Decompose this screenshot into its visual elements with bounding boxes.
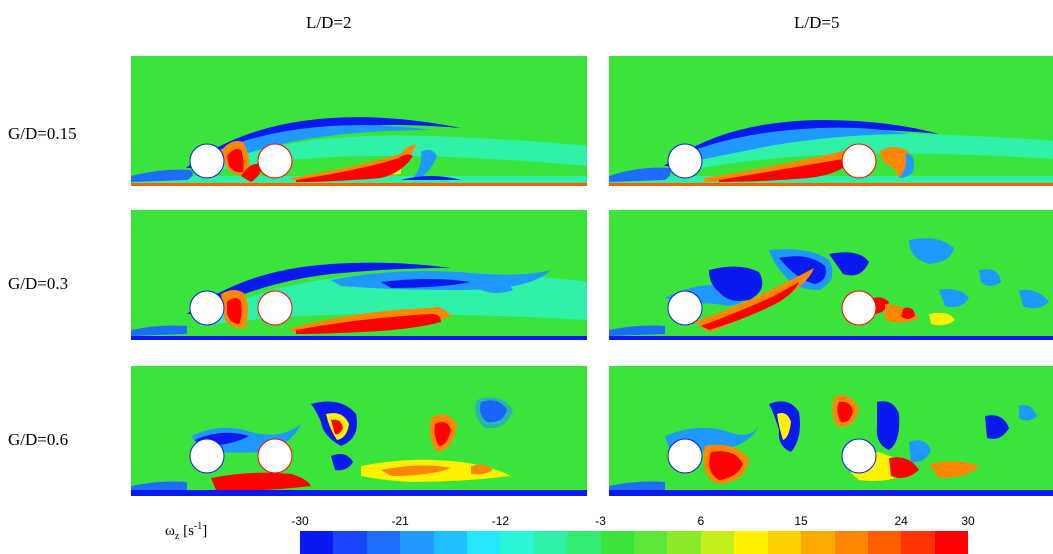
- row-label-gd03: G/D=0.3: [8, 274, 69, 293]
- colorbar-swatch: [333, 531, 367, 554]
- vorticity-panel-ld5-gd015: [609, 56, 1053, 186]
- colorbar-swatch: [500, 531, 534, 554]
- colorbar-swatch: [467, 531, 501, 554]
- colorbar-swatch: [366, 531, 401, 554]
- colorbar: [300, 531, 969, 554]
- colorbar-swatch: [867, 531, 902, 554]
- row-label-gd06: G/D=0.6: [8, 430, 69, 449]
- colorbar-swatch: [734, 531, 768, 554]
- colorbar-swatch: [700, 531, 735, 554]
- colorbar-swatch: [533, 531, 568, 554]
- colorbar-tick-label: -21: [391, 514, 409, 528]
- colorbar-label-unit-superscript: -1: [193, 521, 203, 532]
- colorbar-swatch: [767, 531, 802, 554]
- colorbar-tick-label: -12: [491, 514, 510, 528]
- colorbar-swatch: [433, 531, 468, 554]
- colorbar-swatch: [300, 531, 334, 554]
- vorticity-panel-ld5-gd03: [609, 210, 1053, 340]
- colorbar-swatch: [934, 531, 969, 554]
- colorbar-swatch: [667, 531, 701, 554]
- colorbar-swatch: [801, 531, 835, 554]
- colorbar-tick-label: -30: [291, 514, 309, 528]
- vorticity-panel-ld5-gd06: [609, 366, 1053, 496]
- vorticity-panel-ld2-gd03: [131, 210, 587, 340]
- colorbar-label-subscript: z: [174, 531, 180, 542]
- colorbar-tick-label: -3: [595, 514, 606, 528]
- column-title-ld2: L/D=2: [306, 13, 352, 32]
- colorbar-label-main: ω: [165, 523, 175, 539]
- column-title-ld5: L/D=5: [794, 13, 840, 32]
- colorbar-tick-label: 15: [794, 514, 808, 528]
- colorbar-label-unit-post: ]: [202, 523, 208, 539]
- colorbar-swatch: [901, 531, 935, 554]
- colorbar-swatch: [400, 531, 434, 554]
- row-label-gd015: G/D=0.15: [8, 124, 77, 143]
- colorbar-label: ωz [s-1]: [165, 521, 207, 542]
- colorbar-swatch: [634, 531, 668, 554]
- colorbar-swatch: [567, 531, 601, 554]
- colorbar-tick-label: 30: [961, 514, 975, 528]
- colorbar-swatch: [834, 531, 868, 554]
- colorbar-label-unit-pre: [s: [179, 523, 194, 539]
- colorbar-swatch: [600, 531, 635, 554]
- vorticity-panel-ld2-gd015: [131, 56, 587, 186]
- vorticity-panel-ld2-gd06: [131, 366, 587, 496]
- colorbar-tick-label: 24: [894, 514, 908, 528]
- colorbar-tick-label: 6: [697, 514, 705, 528]
